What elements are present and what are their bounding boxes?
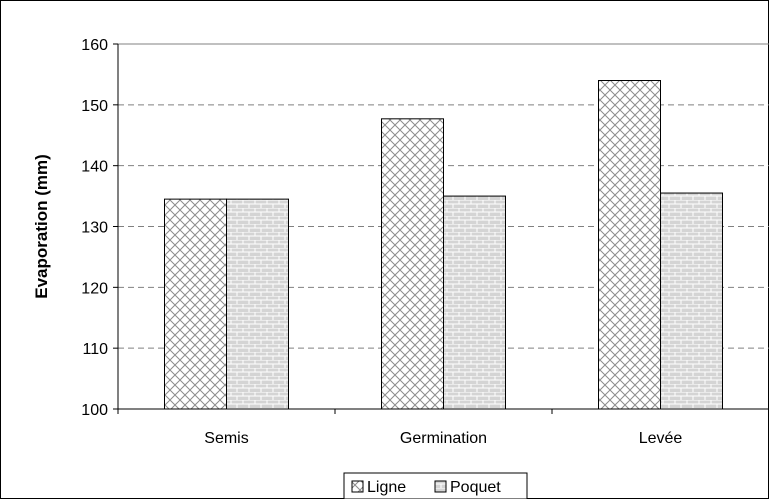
y-tick-label: 110 <box>82 341 108 358</box>
y-axis-title: Evaporation (mm) <box>32 154 51 299</box>
y-tick-label: 140 <box>81 159 108 176</box>
x-category-label: Semis <box>204 430 248 447</box>
bar-ligne-1 <box>164 198 227 410</box>
bar-ligne-2 <box>381 118 444 410</box>
x-category-label: Germination <box>400 430 487 447</box>
x-category-label: Levée <box>639 430 683 447</box>
legend-swatch-poquet <box>434 480 447 493</box>
bar-poquet-3 <box>660 192 723 410</box>
y-tick-label: 150 <box>81 98 108 115</box>
bar-poquet-2 <box>443 195 506 410</box>
bar-poquet-1 <box>226 198 289 410</box>
legend-label-poquet: Poquet <box>450 479 501 496</box>
y-tick-label: 160 <box>81 37 108 54</box>
legend-swatch-ligne <box>351 480 364 493</box>
bar-ligne-3 <box>598 80 661 410</box>
legend-label-ligne: Ligne <box>367 479 406 496</box>
y-tick-label: 130 <box>81 220 108 237</box>
y-tick-label: 120 <box>81 280 108 297</box>
y-tick-label: 100 <box>81 402 108 419</box>
